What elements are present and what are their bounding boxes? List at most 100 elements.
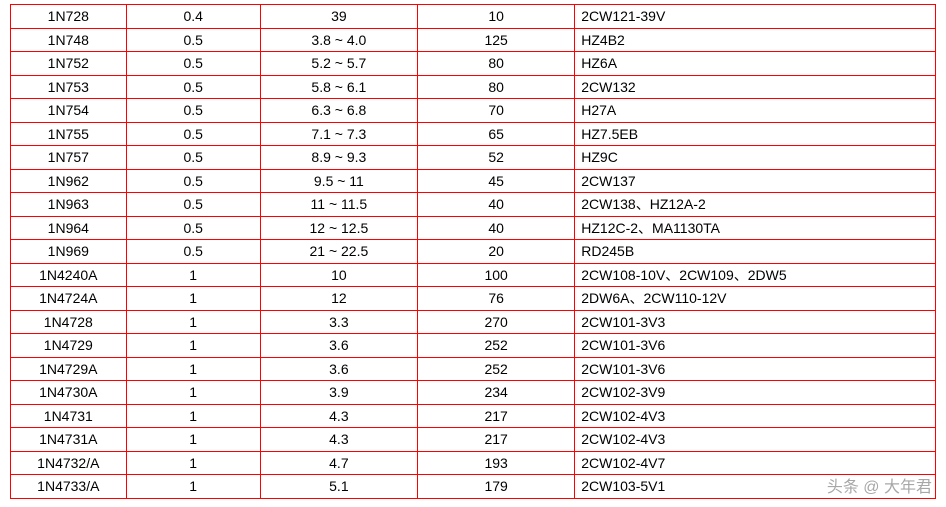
table-row: 1N4730A13.92342CW102-3V9 bbox=[11, 381, 936, 405]
cell-power: 1 bbox=[126, 451, 260, 475]
cell-current: 234 bbox=[418, 381, 575, 405]
cell-model: 1N4724A bbox=[11, 287, 127, 311]
table-row: 1N4729A13.62522CW101-3V6 bbox=[11, 357, 936, 381]
cell-current: 45 bbox=[418, 169, 575, 193]
cell-model: 1N4731 bbox=[11, 404, 127, 428]
cell-current: 80 bbox=[418, 52, 575, 76]
cell-model: 1N4733/A bbox=[11, 475, 127, 499]
cell-equiv: H27A bbox=[575, 99, 936, 123]
cell-voltage: 21 ~ 22.5 bbox=[260, 240, 417, 264]
cell-voltage: 9.5 ~ 11 bbox=[260, 169, 417, 193]
cell-model: 1N964 bbox=[11, 216, 127, 240]
cell-current: 179 bbox=[418, 475, 575, 499]
cell-model: 1N4731A bbox=[11, 428, 127, 452]
cell-model: 1N963 bbox=[11, 193, 127, 217]
cell-equiv: 2CW103-5V1 bbox=[575, 475, 936, 499]
cell-model: 1N962 bbox=[11, 169, 127, 193]
cell-power: 0.5 bbox=[126, 240, 260, 264]
cell-voltage: 10 bbox=[260, 263, 417, 287]
cell-equiv: 2CW121-39V bbox=[575, 5, 936, 29]
cell-power: 1 bbox=[126, 287, 260, 311]
cell-equiv: 2CW102-4V3 bbox=[575, 404, 936, 428]
cell-model: 1N748 bbox=[11, 28, 127, 52]
table-row: 1N9690.521 ~ 22.520RD245B bbox=[11, 240, 936, 264]
cell-power: 1 bbox=[126, 263, 260, 287]
cell-current: 217 bbox=[418, 428, 575, 452]
cell-equiv: 2CW102-4V7 bbox=[575, 451, 936, 475]
cell-current: 193 bbox=[418, 451, 575, 475]
table-row: 1N4724A112762DW6A、2CW110-12V bbox=[11, 287, 936, 311]
cell-equiv: HZ7.5EB bbox=[575, 122, 936, 146]
cell-voltage: 4.3 bbox=[260, 428, 417, 452]
table-row: 1N9620.59.5 ~ 11452CW137 bbox=[11, 169, 936, 193]
cell-equiv: HZ12C-2、MA1130TA bbox=[575, 216, 936, 240]
cell-voltage: 3.6 bbox=[260, 357, 417, 381]
cell-model: 1N4730A bbox=[11, 381, 127, 405]
cell-current: 80 bbox=[418, 75, 575, 99]
cell-power: 0.5 bbox=[126, 75, 260, 99]
cell-power: 0.5 bbox=[126, 193, 260, 217]
cell-equiv: 2CW137 bbox=[575, 169, 936, 193]
cell-power: 0.5 bbox=[126, 169, 260, 193]
cell-model: 1N753 bbox=[11, 75, 127, 99]
table-row: 1N472913.62522CW101-3V6 bbox=[11, 334, 936, 358]
cell-equiv: 2CW102-3V9 bbox=[575, 381, 936, 405]
cell-equiv: 2CW138、HZ12A-2 bbox=[575, 193, 936, 217]
table-row: 1N4731A14.32172CW102-4V3 bbox=[11, 428, 936, 452]
cell-power: 1 bbox=[126, 475, 260, 499]
table-row: 1N7280.439102CW121-39V bbox=[11, 5, 936, 29]
table-row: 1N473114.32172CW102-4V3 bbox=[11, 404, 936, 428]
table-container: 1N7280.439102CW121-39V1N7480.53.8 ~ 4.01… bbox=[0, 0, 946, 503]
cell-current: 125 bbox=[418, 28, 575, 52]
cell-power: 1 bbox=[126, 404, 260, 428]
cell-equiv: 2CW101-3V6 bbox=[575, 357, 936, 381]
cell-power: 1 bbox=[126, 334, 260, 358]
table-row: 1N7570.58.9 ~ 9.352HZ9C bbox=[11, 146, 936, 170]
cell-current: 270 bbox=[418, 310, 575, 334]
cell-model: 1N728 bbox=[11, 5, 127, 29]
table-row: 1N7480.53.8 ~ 4.0125HZ4B2 bbox=[11, 28, 936, 52]
cell-voltage: 11 ~ 11.5 bbox=[260, 193, 417, 217]
table-row: 1N7550.57.1 ~ 7.365HZ7.5EB bbox=[11, 122, 936, 146]
cell-power: 0.5 bbox=[126, 216, 260, 240]
cell-power: 0.5 bbox=[126, 52, 260, 76]
cell-voltage: 4.7 bbox=[260, 451, 417, 475]
cell-voltage: 12 ~ 12.5 bbox=[260, 216, 417, 240]
table-row: 1N7530.55.8 ~ 6.1802CW132 bbox=[11, 75, 936, 99]
cell-power: 0.4 bbox=[126, 5, 260, 29]
table-row: 1N472813.32702CW101-3V3 bbox=[11, 310, 936, 334]
table-row: 1N7540.56.3 ~ 6.870H27A bbox=[11, 99, 936, 123]
cell-voltage: 5.8 ~ 6.1 bbox=[260, 75, 417, 99]
table-row: 1N4732/A14.71932CW102-4V7 bbox=[11, 451, 936, 475]
table-row: 1N4733/A15.11792CW103-5V1 bbox=[11, 475, 936, 499]
cell-voltage: 6.3 ~ 6.8 bbox=[260, 99, 417, 123]
cell-equiv: 2CW108-10V、2CW109、2DW5 bbox=[575, 263, 936, 287]
cell-power: 0.5 bbox=[126, 122, 260, 146]
cell-current: 52 bbox=[418, 146, 575, 170]
cell-equiv: 2CW101-3V6 bbox=[575, 334, 936, 358]
cell-current: 10 bbox=[418, 5, 575, 29]
cell-current: 40 bbox=[418, 193, 575, 217]
cell-current: 76 bbox=[418, 287, 575, 311]
cell-model: 1N752 bbox=[11, 52, 127, 76]
cell-equiv: HZ6A bbox=[575, 52, 936, 76]
cell-current: 252 bbox=[418, 334, 575, 358]
table-row: 1N7520.55.2 ~ 5.780HZ6A bbox=[11, 52, 936, 76]
cell-model: 1N757 bbox=[11, 146, 127, 170]
cell-voltage: 3.9 bbox=[260, 381, 417, 405]
cell-power: 0.5 bbox=[126, 99, 260, 123]
cell-model: 1N4732/A bbox=[11, 451, 127, 475]
cell-voltage: 8.9 ~ 9.3 bbox=[260, 146, 417, 170]
cell-current: 70 bbox=[418, 99, 575, 123]
cell-voltage: 7.1 ~ 7.3 bbox=[260, 122, 417, 146]
cell-model: 1N4729 bbox=[11, 334, 127, 358]
cell-voltage: 3.8 ~ 4.0 bbox=[260, 28, 417, 52]
cell-current: 217 bbox=[418, 404, 575, 428]
cell-current: 65 bbox=[418, 122, 575, 146]
cell-current: 100 bbox=[418, 263, 575, 287]
cell-equiv: 2CW102-4V3 bbox=[575, 428, 936, 452]
cell-voltage: 4.3 bbox=[260, 404, 417, 428]
cell-power: 0.5 bbox=[126, 146, 260, 170]
cell-equiv: 2CW101-3V3 bbox=[575, 310, 936, 334]
cell-voltage: 3.3 bbox=[260, 310, 417, 334]
